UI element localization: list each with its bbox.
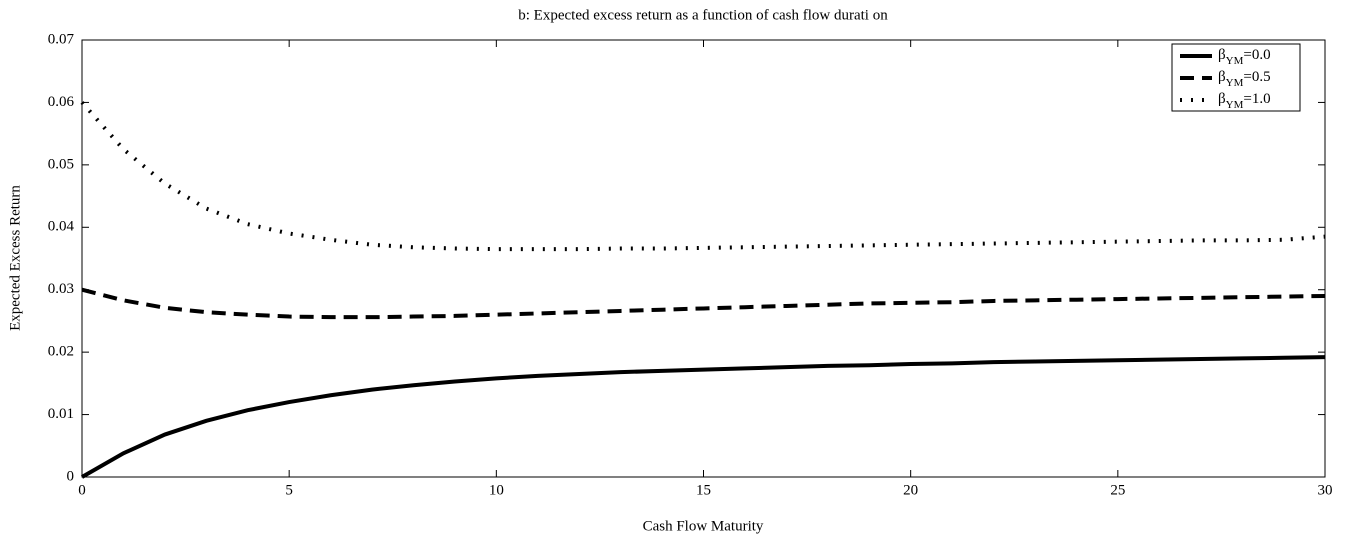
chart-title: b: Expected excess return as a function … — [518, 7, 888, 23]
y-tick-label: 0.04 — [48, 219, 75, 235]
line-series — [80, 101, 1326, 252]
x-tick-label: 25 — [1110, 482, 1125, 498]
y-tick-label: 0 — [67, 468, 75, 484]
legend-label: βYM=0.0 — [1218, 47, 1271, 66]
y-tick-label: 0.02 — [48, 344, 74, 360]
legend: βYM=0.0 βYM=0.5 βYM=1.0 — [1171, 43, 1301, 112]
x-tick-label: 10 — [489, 482, 504, 498]
y-tick-label: 0.03 — [48, 281, 74, 297]
legend-label: βYM=0.5 — [1218, 69, 1271, 88]
line-series — [81, 355, 1326, 479]
x-tick-label: 15 — [696, 482, 711, 498]
x-tick-label: 20 — [903, 482, 918, 498]
legend-label: βYM=1.0 — [1218, 91, 1271, 110]
x-axis-label: Cash Flow Maturity — [643, 518, 764, 534]
y-tick-label: 0.06 — [48, 94, 75, 110]
plot-frame — [81, 39, 1326, 478]
y-tick-label: 0.07 — [48, 31, 75, 47]
x-tick-label: 0 — [78, 482, 86, 498]
line-series — [81, 287, 1326, 320]
y-tick-label: 0.01 — [48, 406, 74, 422]
x-tick-label: 5 — [285, 482, 293, 498]
y-tick-label: 0.05 — [48, 156, 74, 172]
y-axis-label: Expected Excess Return — [7, 185, 23, 331]
x-tick-label: 30 — [1318, 482, 1333, 498]
